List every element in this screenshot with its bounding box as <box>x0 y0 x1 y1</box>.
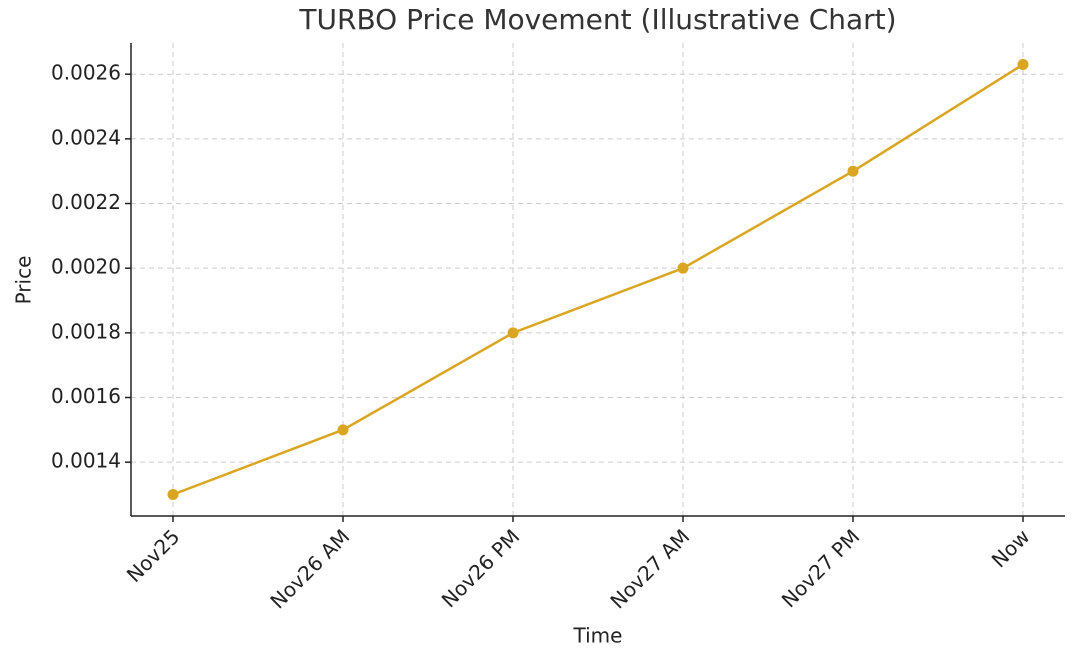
data-point <box>167 489 179 500</box>
y-axis-label: Price <box>12 256 36 305</box>
y-tick-label: 0.0026 <box>51 61 121 85</box>
y-tick-label: 0.0018 <box>51 319 121 343</box>
x-tick-label: Now <box>987 524 1035 572</box>
data-point <box>337 424 349 436</box>
chart-title: TURBO Price Movement (Illustrative Chart… <box>298 3 896 36</box>
x-tick-label: Nov25 <box>122 524 185 587</box>
x-axis-label: Time <box>573 624 623 648</box>
y-tick-label: 0.0014 <box>51 449 121 473</box>
x-tick-label: Nov26 AM <box>265 524 354 613</box>
y-tick-label: 0.0022 <box>51 190 121 214</box>
x-tick-label: Nov27 AM <box>605 524 694 613</box>
data-point <box>1017 59 1029 70</box>
data-point <box>507 327 519 339</box>
data-point <box>677 262 689 274</box>
y-tick-label: 0.0020 <box>51 255 121 279</box>
price-line <box>172 63 1024 496</box>
x-tick-label: Nov27 PM <box>777 524 865 612</box>
x-tick-label: Nov26 PM <box>437 524 525 612</box>
y-tick-label: 0.0024 <box>51 125 121 149</box>
data-point <box>847 165 859 177</box>
y-tick-label: 0.0016 <box>51 384 121 408</box>
